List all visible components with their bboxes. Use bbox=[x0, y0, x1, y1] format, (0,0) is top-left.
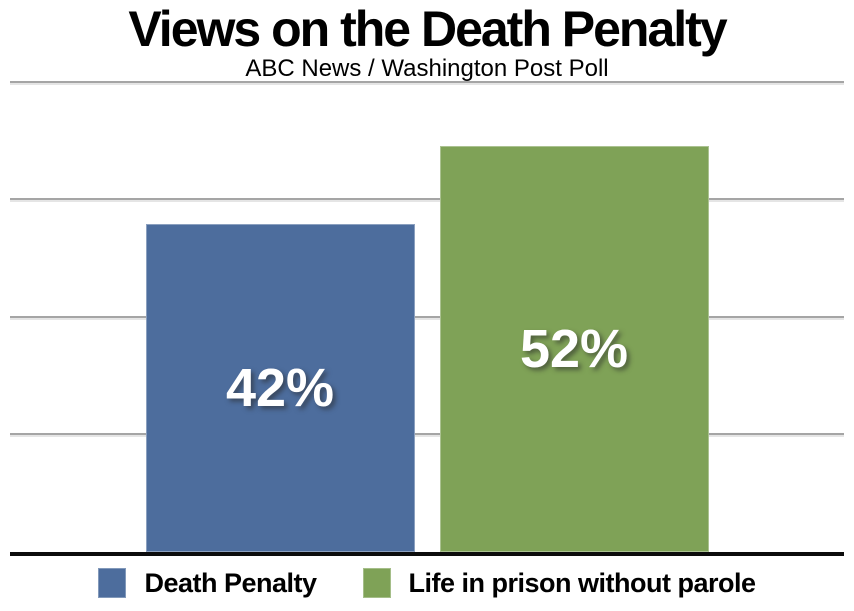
gridline bbox=[10, 198, 844, 201]
chart-title: Views on the Death Penalty bbox=[128, 1, 727, 57]
plot-area: 42% 52% bbox=[10, 81, 844, 552]
bar-life-in-prison-without-parole: 52% bbox=[439, 145, 709, 552]
legend: Death Penalty Life in prison without paro… bbox=[0, 564, 854, 602]
legend-label: Death Penalty bbox=[144, 567, 317, 598]
legend-item-life-in-prison-without-parole: Life in prison without parole bbox=[362, 567, 757, 599]
gridline bbox=[10, 432, 844, 435]
gridline bbox=[10, 315, 844, 318]
gridline bbox=[10, 81, 844, 83]
legend-label: Life in prison without parole bbox=[408, 567, 757, 598]
legend-swatch-icon bbox=[98, 568, 127, 598]
bar-value-label: 42% bbox=[225, 357, 335, 418]
legend-item-death-penalty: Death Penalty bbox=[98, 567, 317, 599]
bar-value-label: 52% bbox=[519, 318, 629, 379]
legend-swatch-icon bbox=[362, 568, 391, 598]
bars-layer: 42% 52% bbox=[10, 83, 844, 552]
bar-death-penalty: 42% bbox=[145, 223, 415, 552]
chart-subtitle: ABC News / Washington Post Poll bbox=[245, 55, 609, 82]
chart-header: Views on the Death Penalty ABC News / Wa… bbox=[0, 0, 854, 82]
x-axis-line bbox=[10, 552, 844, 556]
